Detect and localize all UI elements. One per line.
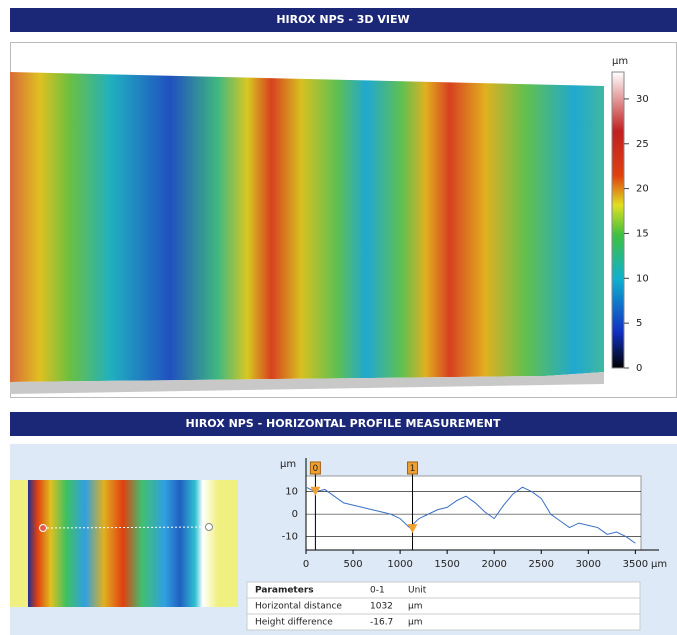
colorbar-unit: µm bbox=[612, 56, 628, 67]
profile-start bbox=[39, 524, 47, 532]
table-cell: Height difference bbox=[255, 618, 333, 628]
cursor-label: 1 bbox=[410, 464, 416, 474]
y-axis-label: µm bbox=[280, 459, 296, 470]
header-title: HIROX NPS - 3D VIEW bbox=[276, 13, 409, 26]
table-header-cell: 0-1 bbox=[370, 586, 385, 596]
profile-line bbox=[305, 486, 636, 544]
colorbar-tick-label: 25 bbox=[636, 139, 649, 150]
surface-3d bbox=[10, 72, 604, 382]
table-header-cell: Parameters bbox=[255, 586, 314, 596]
colorbar-tick-label: 0 bbox=[636, 363, 642, 374]
colorbar-tick-label: 10 bbox=[636, 273, 649, 284]
cursor-flag bbox=[309, 461, 321, 475]
y-tick-label: 10 bbox=[285, 487, 298, 498]
table-cell: 1032 bbox=[370, 602, 393, 612]
table-cell: µm bbox=[408, 602, 423, 612]
colorbar-tick-label: 5 bbox=[636, 318, 642, 329]
table-header-cell: Unit bbox=[408, 586, 427, 596]
colorbar-tick-label: 30 bbox=[636, 94, 649, 105]
x-tick-label: 3000 bbox=[576, 559, 601, 570]
cursor-label: 0 bbox=[313, 464, 319, 474]
header-bar bbox=[10, 8, 677, 32]
plot-area bbox=[305, 475, 642, 551]
y-tick-label: -10 bbox=[282, 532, 298, 543]
table-cell: Horizontal distance bbox=[255, 602, 342, 612]
x-tick-label: 1500 bbox=[434, 559, 459, 570]
surface-base bbox=[10, 372, 604, 394]
x-tick-label: 1000 bbox=[387, 559, 412, 570]
cursor-marker bbox=[407, 524, 418, 534]
table-cell: -16.7 bbox=[370, 618, 393, 628]
header-bar bbox=[10, 412, 677, 436]
colorbar-tick-label: 15 bbox=[636, 228, 649, 239]
x-tick-label: 2000 bbox=[481, 559, 506, 570]
profile-end bbox=[205, 523, 213, 531]
x-tick-label: 3500 bbox=[623, 559, 648, 570]
cursor-flag bbox=[407, 461, 419, 475]
header-title: HIROX NPS - HORIZONTAL PROFILE MEASUREME… bbox=[186, 417, 501, 430]
x-axis-label: µm bbox=[651, 559, 667, 570]
table-row bbox=[246, 613, 641, 631]
cursor-marker bbox=[310, 486, 321, 496]
y-tick-label: 0 bbox=[292, 509, 298, 520]
x-tick-label: 500 bbox=[344, 559, 363, 570]
x-tick-label: 0 bbox=[303, 559, 309, 570]
colorbar bbox=[611, 71, 625, 369]
x-tick-label: 2500 bbox=[529, 559, 554, 570]
thumbnail-image bbox=[28, 480, 218, 607]
table-cell: µm bbox=[408, 618, 423, 628]
colorbar-tick-label: 20 bbox=[636, 184, 649, 195]
